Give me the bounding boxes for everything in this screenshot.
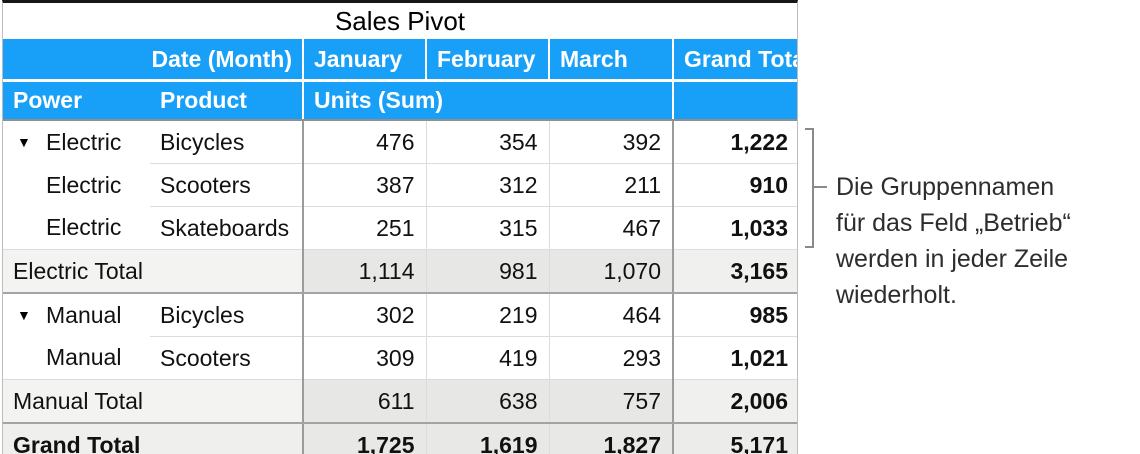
cell-r0-january[interactable]: 476 [302, 119, 426, 164]
cell-r2-january[interactable]: 251 [302, 206, 426, 250]
cell-r4-march[interactable]: 464 [548, 292, 673, 337]
cell-grand-total-february[interactable]: 1,619 [425, 422, 549, 454]
cell-r5-power[interactable]: Manual [3, 336, 150, 380]
table-row: ▼ Electric Bicycles 476 354 392 1,222 [3, 119, 797, 164]
power-label: Electric [46, 171, 122, 198]
cell-r1-product[interactable]: Scooters [150, 163, 303, 207]
header-grand-total-empty[interactable] [672, 80, 797, 121]
cell-r5-february[interactable]: 419 [425, 336, 549, 380]
table-title[interactable]: Sales Pivot [3, 3, 797, 39]
header-power[interactable]: Power [3, 80, 150, 121]
table-row: Manual Scooters 309 419 293 1,021 [3, 336, 797, 380]
cell-grand-total-label[interactable]: Grand Total [3, 422, 303, 454]
table-row: ▼ Manual Bicycles 302 219 464 985 [3, 292, 797, 337]
header-date-month[interactable]: Date (Month) [3, 39, 303, 82]
cell-electric-total-label[interactable]: Electric Total [3, 249, 303, 294]
cell-electric-total-january[interactable]: 1,114 [302, 249, 426, 294]
disclosure-triangle-icon[interactable]: ▼ [17, 134, 31, 151]
header-january[interactable]: January [302, 39, 426, 82]
cell-r4-power[interactable]: ▼ Manual [3, 293, 150, 337]
annotation-line: Die Gruppennamen [836, 173, 1055, 201]
cell-r2-power[interactable]: Electric [3, 206, 150, 250]
cell-r4-grand-total[interactable]: 985 [672, 292, 797, 337]
power-label: Manual [46, 301, 122, 328]
power-label: Electric [46, 128, 122, 155]
cell-r1-grand-total[interactable]: 910 [672, 163, 797, 207]
cell-r0-march[interactable]: 392 [548, 119, 673, 164]
cell-electric-total-grand[interactable]: 3,165 [672, 249, 797, 294]
annotation-line: für das Feld „Betrieb“ [836, 209, 1071, 237]
callout-connector [814, 186, 827, 188]
subtotal-row-manual: Manual Total 611 638 757 2,006 [3, 379, 797, 424]
cell-electric-total-february[interactable]: 981 [425, 249, 549, 294]
cell-r0-power[interactable]: ▼ Electric [3, 120, 150, 164]
cell-manual-total-march[interactable]: 757 [548, 379, 673, 424]
pivot-table: Sales Pivot Date (Month) January Februar… [2, 0, 798, 454]
cell-grand-total-grand[interactable]: 5,171 [672, 422, 797, 454]
power-label: Electric [46, 214, 122, 241]
disclosure-triangle-icon[interactable]: ▼ [17, 307, 31, 324]
cell-r2-february[interactable]: 315 [425, 206, 549, 250]
cell-r5-march[interactable]: 293 [548, 336, 673, 380]
cell-grand-total-january[interactable]: 1,725 [302, 422, 426, 454]
cell-r5-product[interactable]: Scooters [150, 336, 303, 380]
annotation-line: werden in jeder Zeile [836, 245, 1069, 273]
cell-r2-march[interactable]: 467 [548, 206, 673, 250]
header-row-fields: Power Product Units (Sum) [3, 80, 797, 121]
header-product[interactable]: Product [150, 80, 303, 121]
callout-bracket [805, 128, 814, 248]
cell-r4-february[interactable]: 219 [425, 292, 549, 337]
header-february[interactable]: February [425, 39, 549, 82]
cell-r4-product[interactable]: Bicycles [150, 292, 303, 337]
header-row-months: Date (Month) January February March Gran… [3, 39, 797, 82]
cell-r2-grand-total[interactable]: 1,033 [672, 206, 797, 250]
cell-r5-january[interactable]: 309 [302, 336, 426, 380]
subtotal-row-electric: Electric Total 1,114 981 1,070 3,165 [3, 249, 797, 294]
cell-r4-january[interactable]: 302 [302, 292, 426, 337]
annotation-line: wiederholt. [836, 281, 957, 309]
grand-total-row: Grand Total 1,725 1,619 1,827 5,171 [3, 422, 797, 454]
cell-manual-total-february[interactable]: 638 [425, 379, 549, 424]
cell-electric-total-march[interactable]: 1,070 [548, 249, 673, 294]
table-row: Electric Skateboards 251 315 467 1,033 [3, 206, 797, 250]
cell-r0-february[interactable]: 354 [425, 119, 549, 164]
header-march[interactable]: March [548, 39, 673, 82]
cell-manual-total-january[interactable]: 611 [302, 379, 426, 424]
cell-r1-january[interactable]: 387 [302, 163, 426, 207]
cell-r1-march[interactable]: 211 [548, 163, 673, 207]
power-label: Manual [46, 344, 122, 371]
cell-r1-february[interactable]: 312 [425, 163, 549, 207]
cell-r1-power[interactable]: Electric [3, 163, 150, 207]
annotation-text: Die Gruppennamen für das Feld „Betrieb“ … [836, 169, 1136, 313]
cell-grand-total-march[interactable]: 1,827 [548, 422, 673, 454]
cell-r0-product[interactable]: Bicycles [150, 119, 303, 164]
cell-manual-total-label[interactable]: Manual Total [3, 379, 303, 424]
cell-r0-grand-total[interactable]: 1,222 [672, 119, 797, 164]
cell-r2-product[interactable]: Skateboards [150, 206, 303, 250]
table-row: Electric Scooters 387 312 211 910 [3, 163, 797, 207]
cell-manual-total-grand[interactable]: 2,006 [672, 379, 797, 424]
header-grand-total[interactable]: Grand Total [672, 39, 797, 82]
pivot-grid: Date (Month) January February March Gran… [3, 39, 797, 454]
cell-r5-grand-total[interactable]: 1,021 [672, 336, 797, 380]
header-units-sum[interactable]: Units (Sum) [302, 80, 673, 121]
